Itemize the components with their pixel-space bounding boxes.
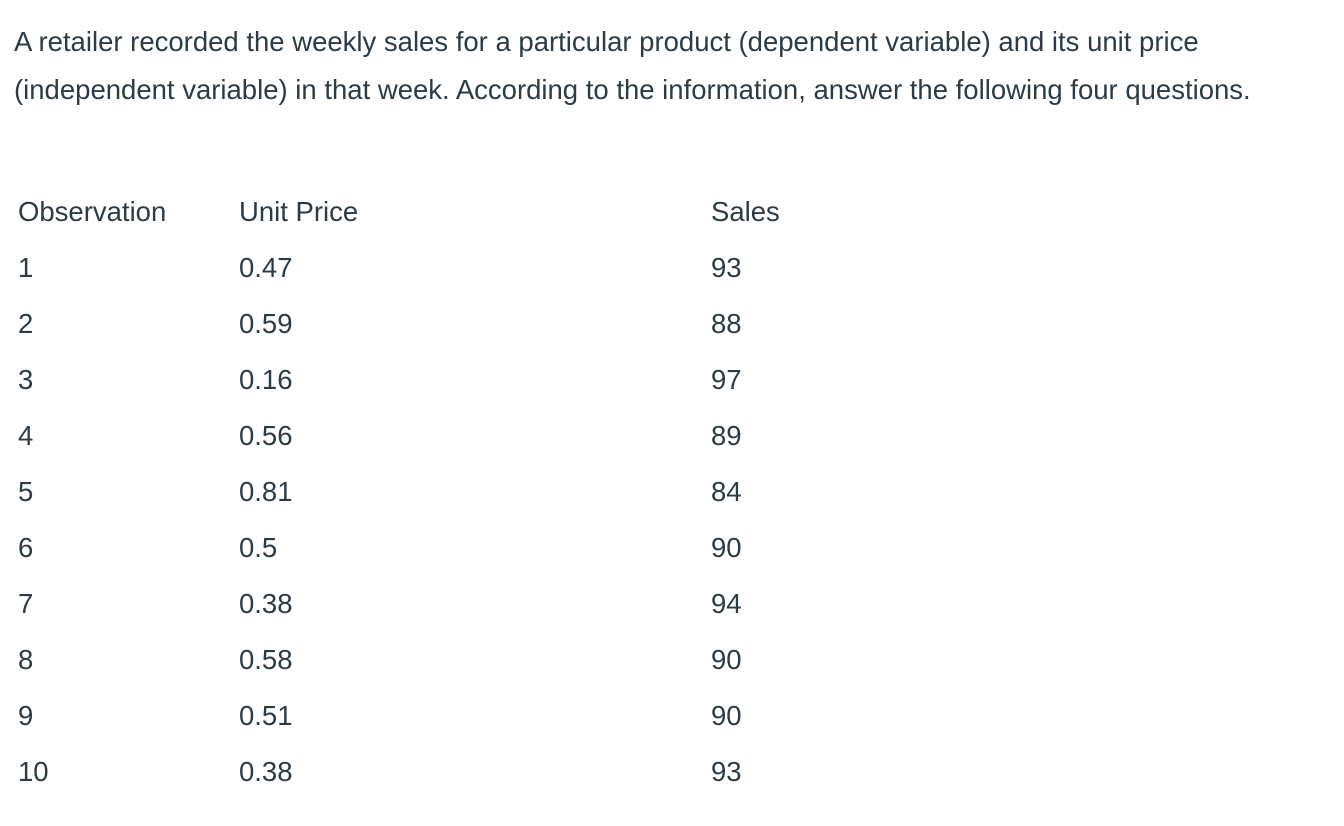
header-observation: Observation bbox=[18, 196, 167, 227]
header-sales: Sales bbox=[711, 196, 780, 227]
table-row: 8 0.58 90 bbox=[8, 632, 911, 688]
cell-sales: 93 bbox=[711, 252, 742, 283]
cell-observation: 2 bbox=[18, 308, 34, 339]
cell-sales: 89 bbox=[711, 420, 742, 451]
cell-observation: 10 bbox=[18, 756, 49, 787]
cell-unit-price: 0.38 bbox=[239, 588, 293, 619]
table-row: 10 0.38 93 bbox=[8, 744, 911, 800]
table-row: 3 0.16 97 bbox=[8, 352, 911, 408]
question-intro: A retailer recorded the weekly sales for… bbox=[14, 26, 1251, 105]
cell-unit-price: 0.58 bbox=[239, 644, 293, 675]
table-row: 6 0.5 90 bbox=[8, 520, 911, 576]
cell-unit-price: 0.16 bbox=[239, 364, 293, 395]
cell-observation: 9 bbox=[18, 700, 34, 731]
cell-unit-price: 0.56 bbox=[239, 420, 293, 451]
table-row: 1 0.47 93 bbox=[8, 240, 911, 296]
cell-sales: 84 bbox=[711, 476, 742, 507]
cell-observation: 1 bbox=[18, 252, 34, 283]
cell-sales: 88 bbox=[711, 308, 742, 339]
cell-sales: 93 bbox=[711, 756, 742, 787]
cell-observation: 4 bbox=[18, 420, 34, 451]
header-unit-price: Unit Price bbox=[239, 196, 359, 227]
table-row: 2 0.59 88 bbox=[8, 296, 911, 352]
cell-observation: 8 bbox=[18, 644, 34, 675]
sales-data-table: Observation Unit Price Sales 1 0.47 93 2… bbox=[8, 184, 911, 800]
cell-unit-price: 0.59 bbox=[239, 308, 293, 339]
table-row: 9 0.51 90 bbox=[8, 688, 911, 744]
cell-sales: 94 bbox=[711, 588, 742, 619]
table-row: 7 0.38 94 bbox=[8, 576, 911, 632]
cell-unit-price: 0.47 bbox=[239, 252, 293, 283]
cell-sales: 97 bbox=[711, 364, 742, 395]
table-header-row: Observation Unit Price Sales bbox=[8, 184, 911, 240]
cell-unit-price: 0.5 bbox=[239, 532, 278, 563]
cell-observation: 5 bbox=[18, 476, 34, 507]
table-row: 5 0.81 84 bbox=[8, 464, 911, 520]
cell-sales: 90 bbox=[711, 700, 742, 731]
cell-observation: 7 bbox=[18, 588, 34, 619]
cell-unit-price: 0.38 bbox=[239, 756, 293, 787]
table-row: 4 0.56 89 bbox=[8, 408, 911, 464]
cell-unit-price: 0.51 bbox=[239, 700, 293, 731]
cell-sales: 90 bbox=[711, 644, 742, 675]
cell-sales: 90 bbox=[711, 532, 742, 563]
cell-observation: 3 bbox=[18, 364, 34, 395]
cell-observation: 6 bbox=[18, 532, 34, 563]
cell-unit-price: 0.81 bbox=[239, 476, 293, 507]
